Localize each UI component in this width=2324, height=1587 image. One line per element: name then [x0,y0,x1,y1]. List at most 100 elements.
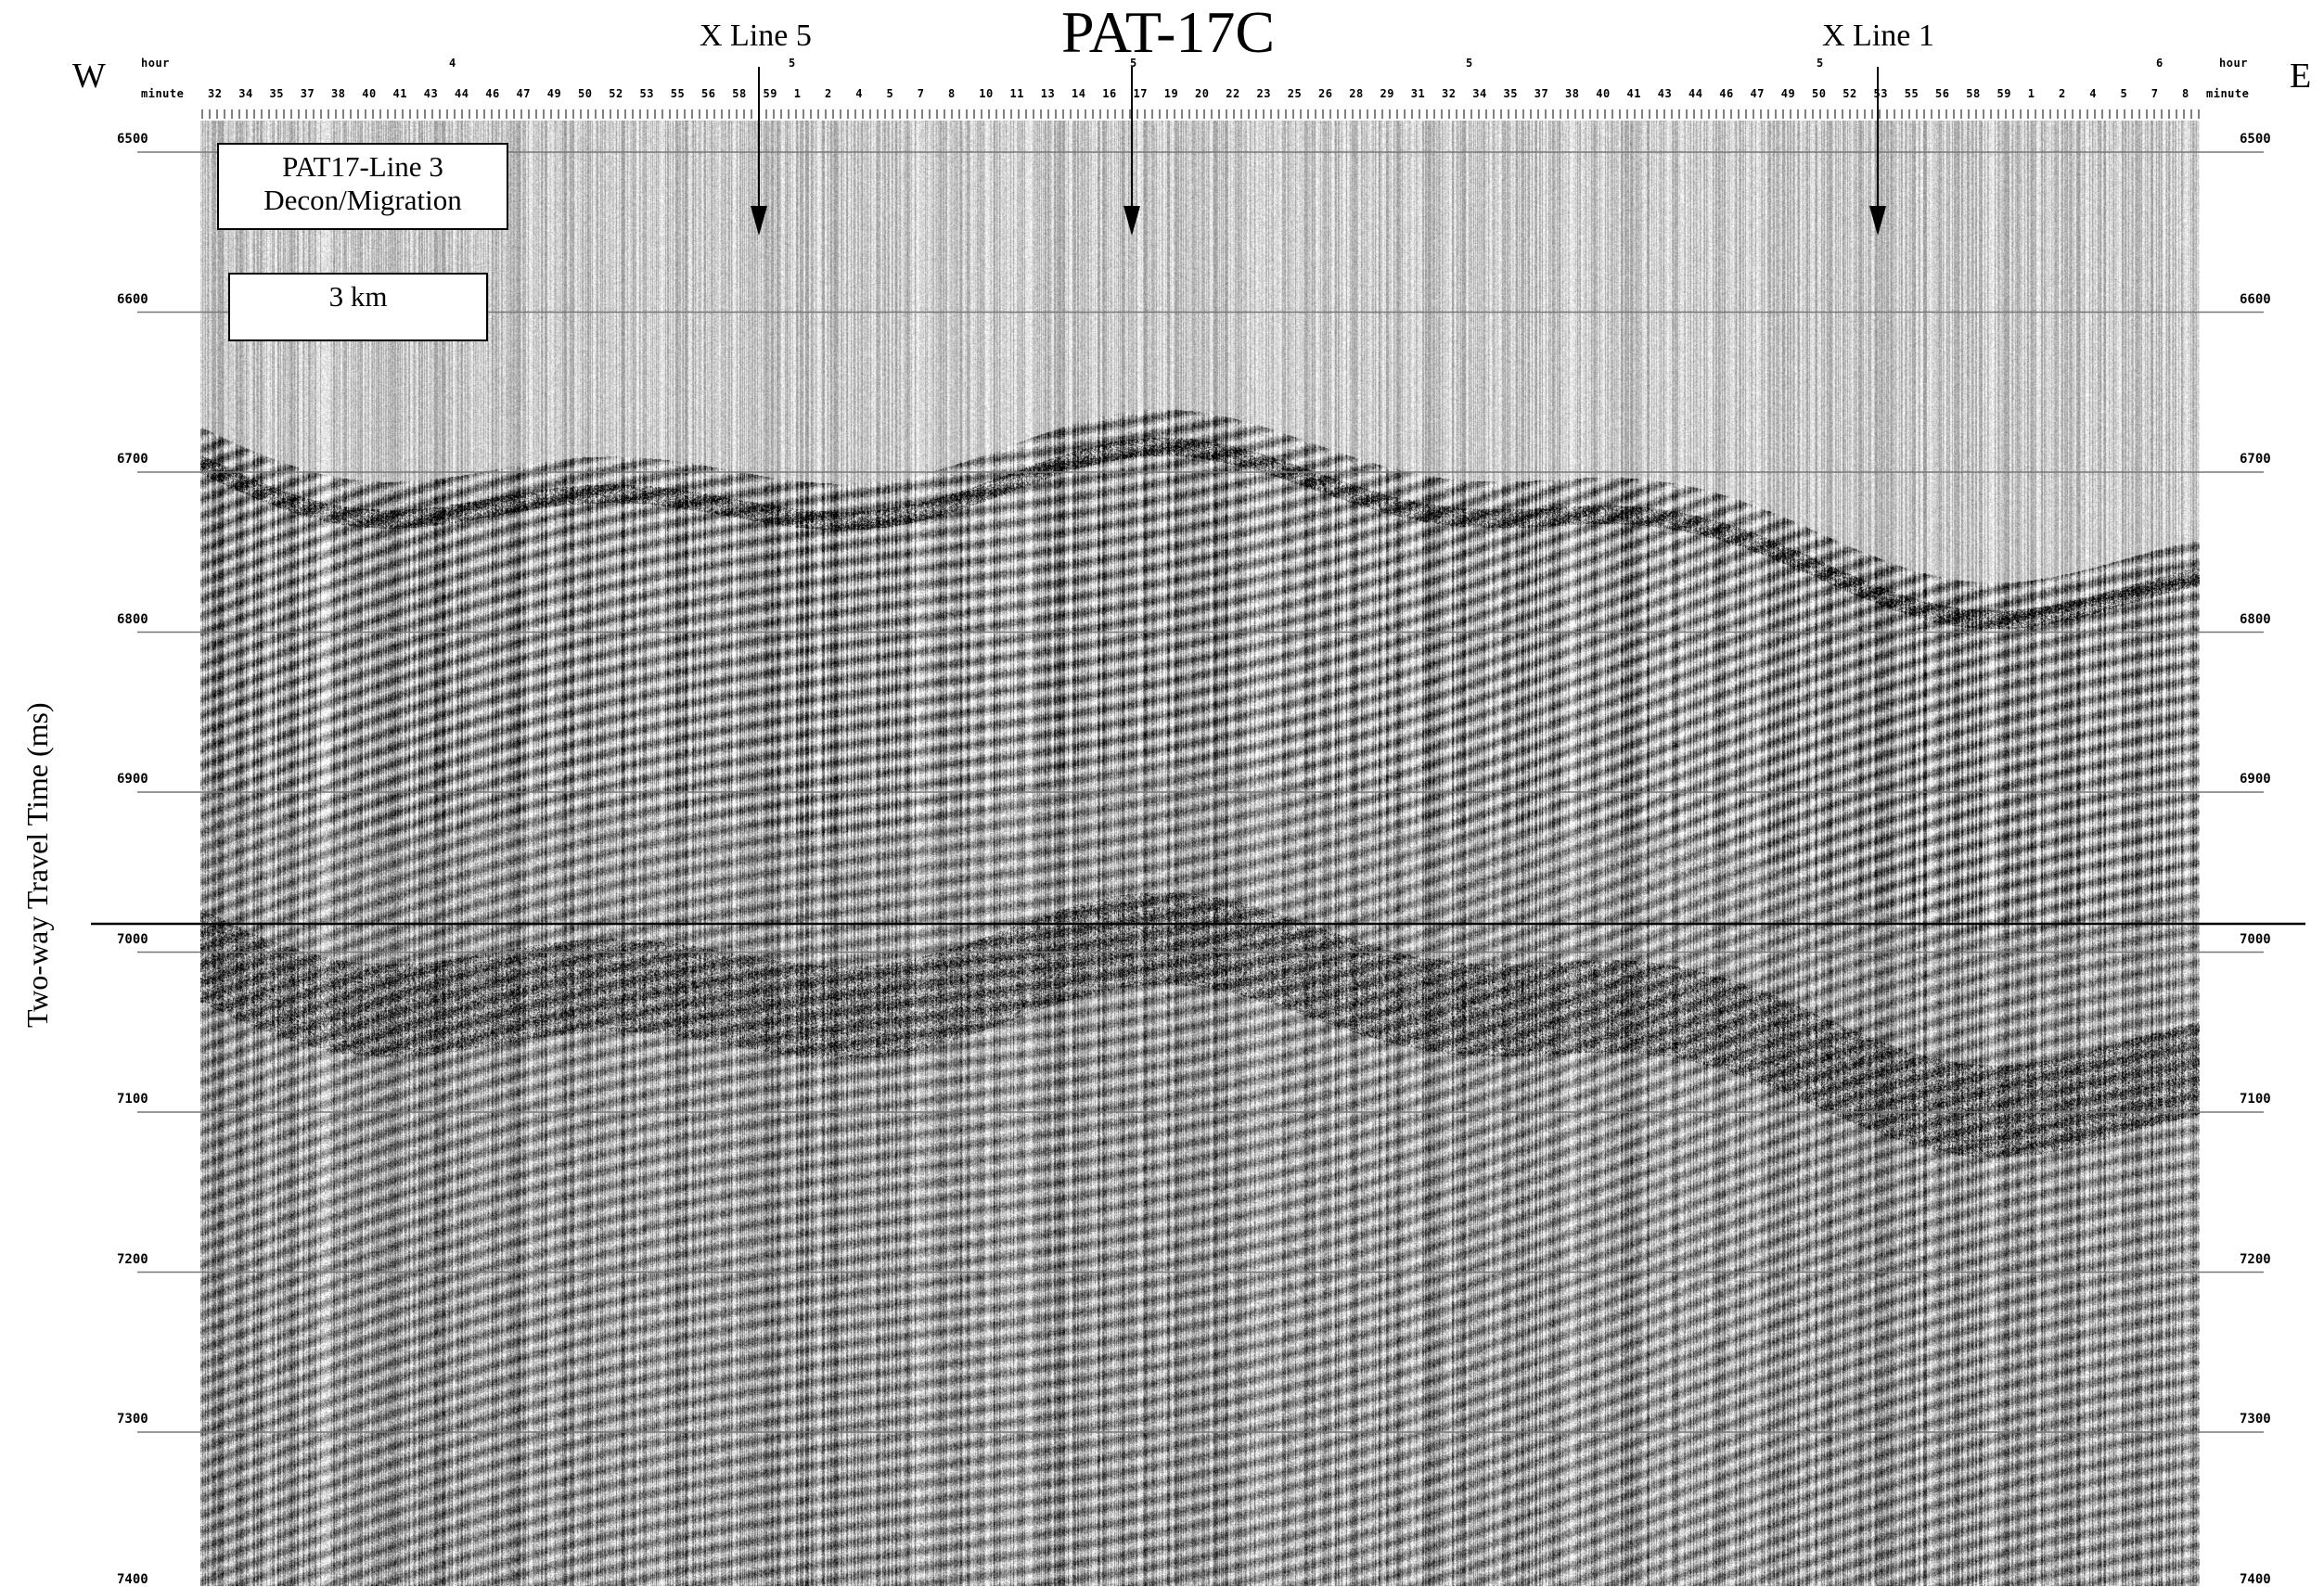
seismic-section [200,121,2200,1586]
hour-value: 6 [2156,57,2164,70]
scale-bar-box: 3 km [228,273,488,341]
y-tick-label: 6900 [117,772,148,787]
minute-value: 58 [732,87,747,100]
x-line-5-arrow [751,67,767,236]
y-tick-label: 7200 [117,1251,148,1267]
y-axis-label: Two-way Travel Time (ms) [20,702,54,1028]
scale-bar-label: 3 km [328,280,388,313]
minute-value: 7 [917,87,925,100]
y-tick-label: 6700 [117,452,148,467]
center-arrow [1123,67,1140,236]
minute-value: 56 [701,87,716,100]
minute-value: 43 [1657,87,1673,100]
minute-value: 49 [546,87,562,100]
minute-value: 50 [1812,87,1827,100]
hour-row-label-left: hour [141,57,170,70]
minute-value: 59 [763,87,777,100]
minute-value: 17 [1133,87,1148,100]
minute-value: 23 [1256,87,1271,100]
y-tick-label: 7300 [2240,1412,2271,1427]
minute-row-label-right: minute [2206,87,2250,100]
minute-value: 14 [1072,87,1086,100]
west-label: W [72,57,106,96]
y-tick-label: 6800 [2240,611,2271,627]
y-tick-label: 6900 [2240,772,2271,787]
minute-value: 35 [1503,87,1518,100]
minute-value: 59 [1997,87,2011,100]
minute-value: 58 [1966,87,1981,100]
minute-value: 19 [1163,87,1179,100]
hour-value: 5 [1130,57,1137,70]
crossline-arrows [751,67,1886,236]
x-line-1-arrow [1869,67,1886,236]
line-info-box: PAT17-Line 3 Decon/Migration [217,143,508,230]
minute-value: 11 [1009,87,1024,100]
y-tick-label: 7000 [2240,931,2271,947]
minute-value: 8 [2182,87,2189,100]
hour-value: 5 [1817,57,1824,70]
line-name: PAT17-Line 3 [282,150,443,183]
minute-value: 37 [1534,87,1549,100]
minute-value: 49 [1780,87,1796,100]
crossline-label-x-line-1: X Line 1 [1822,19,1934,53]
minute-value: 28 [1349,87,1364,100]
minute-value: 8 [948,87,956,100]
minute-value: 4 [855,87,863,100]
minute-value: 22 [1226,87,1240,100]
y-tick-label: 6700 [2240,452,2271,467]
y-tick-label: 6800 [117,611,148,627]
minute-value: 5 [2120,87,2128,100]
minute-value: 4 [2089,87,2097,100]
minute-value: 50 [578,87,593,100]
minute-value: 34 [1472,87,1487,100]
y-tick-label: 7400 [117,1571,148,1587]
minute-value: 20 [1195,87,1210,100]
y-tick-label: 6600 [2240,291,2271,307]
minute-value: 46 [1719,87,1734,100]
minute-value: 38 [1565,87,1580,100]
minute-value: 2 [2059,87,2066,100]
figure-title: PAT-17C [1061,0,1276,65]
hour-row-label-right: hour [2219,57,2248,70]
minute-value: 16 [1102,87,1117,100]
hour-value: 5 [1466,57,1473,70]
minute-value: 41 [1626,87,1641,100]
minute-value: 56 [1935,87,1950,100]
minute-value: 46 [485,87,500,100]
minute-value: 26 [1318,87,1333,100]
minute-value: 5 [886,87,894,100]
minute-value: 32 [208,87,223,100]
minute-value: 37 [300,87,315,100]
minute-value: 32 [1442,87,1457,100]
minute-value: 13 [1040,87,1056,100]
y-tick-label: 7100 [117,1092,148,1107]
crossline-label-x-line-5: X Line 5 [700,19,812,53]
y-tick-label: 7000 [117,931,148,947]
minute-value: 7 [2151,87,2159,100]
east-label: E [2290,57,2312,96]
y-tick-label: 7400 [2240,1571,2271,1587]
minute-value: 1 [793,87,802,100]
minute-value: 55 [1904,87,1920,100]
minute-value: 38 [331,87,346,100]
y-tick-label: 7200 [2240,1251,2271,1267]
minute-value: 47 [516,87,531,100]
time-grid-lines [137,151,2264,1433]
y-tick-label: 7100 [2240,1092,2271,1107]
minute-value: 43 [423,87,439,100]
minute-value: 55 [670,87,686,100]
minute-value: 52 [1843,87,1857,100]
minute-value: 31 [1410,87,1426,100]
minute-value: 2 [825,87,832,100]
processing-label: Decon/Migration [263,184,462,216]
minute-value: 40 [362,87,377,100]
minute-value: 44 [1688,87,1703,100]
minute-value: 47 [1750,87,1765,100]
minute-value: 44 [455,87,469,100]
y-tick-label: 7300 [117,1412,148,1427]
hour-value: 5 [789,57,796,70]
minute-value: 35 [269,87,284,100]
minute-value: 34 [238,87,253,100]
